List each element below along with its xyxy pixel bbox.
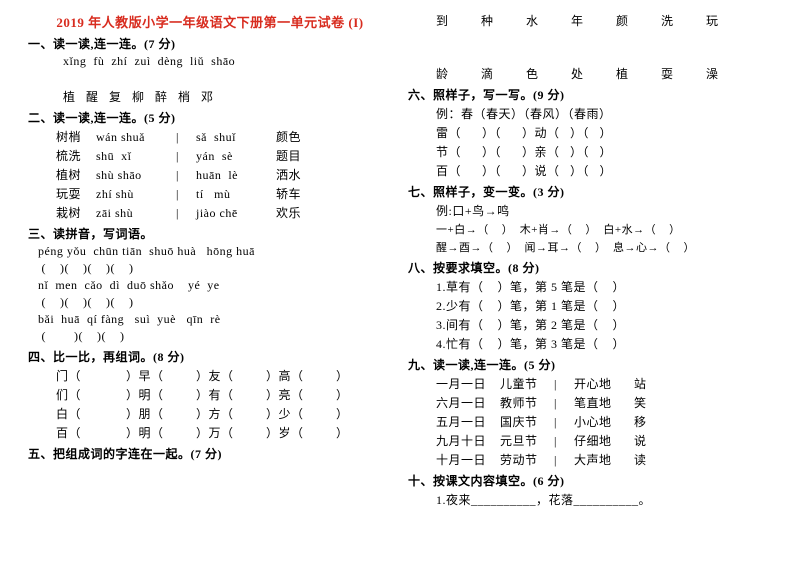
s7-row: 醒→酉→（ ） 闻→耳→（ ） 息→心→（ ） xyxy=(408,239,772,255)
s6-ex: 例：春（春天）（春风）（春雨） xyxy=(408,105,772,122)
s6-row: 百（ ）（ ）说（ ）（ ） xyxy=(408,162,772,179)
paper-title: 2019 年人教版小学一年级语文下册第一单元试卷 (I) xyxy=(28,12,392,31)
s3-head: 三、读拼音，写词语。 xyxy=(28,225,392,242)
s1-chars: 植 醒 复 柳 醉 梢 邓 xyxy=(28,88,392,105)
s6-row: 节（ ）（ ）亲（ ）（ ） xyxy=(408,143,772,160)
s1-blank xyxy=(28,71,392,86)
s8-row: 3.间有（ ）笔，第 2 笔是（ ） xyxy=(408,316,772,333)
s4-row: 门（）早（）友（）高（） xyxy=(28,367,392,384)
s2-row: 树梢wán shuǎ|sǎ shuǐ颜色 xyxy=(28,128,392,145)
s9-row: 一月一日儿童节|开心地站 xyxy=(408,375,772,392)
s7-head: 七、照样子，变一变。(3 分) xyxy=(408,183,772,200)
s2-row: 栽树zāi shù|jiào chē欢乐 xyxy=(28,204,392,221)
s7-row: 一+白→（ ） 木+肖→（ ） 白+水→（ ） xyxy=(408,221,772,237)
s4-row: 白（）朋（）方（）少（） xyxy=(28,405,392,422)
s9-row: 九月十日元旦节|仔细地说 xyxy=(408,432,772,449)
s6-row: 雷（ ）（ ）动（ ）（ ） xyxy=(408,124,772,141)
s2-row: 玩耍zhí shù|tí mù轿车 xyxy=(28,185,392,202)
s8-row: 1.草有（ ）笔，第 5 笔是（ ） xyxy=(408,278,772,295)
s9-row: 六月一日教师节|笔直地笑 xyxy=(408,394,772,411)
s3-row: péng yǒu chūn tiān shuō huà hōng huā xyxy=(28,244,392,259)
s3-row: nǐ men cǎo dì duō shǎo yé ye xyxy=(28,278,392,293)
s8-head: 八、按要求填空。(8 分) xyxy=(408,259,772,276)
s3-row: ( )( )( )( ) xyxy=(28,295,392,310)
s1-pinyin: xǐng fù zhí zuì dèng liǔ shāo xyxy=(28,54,392,69)
s8-row: 2.少有（ ）笔，第 1 笔是（ ） xyxy=(408,297,772,314)
s5-row1: 到 种 水 年 颜 洗 玩 xyxy=(408,12,772,29)
s7-ex: 例:口+鸟→鸣 xyxy=(408,202,772,219)
s6-head: 六、照样子，写一写。(9 分) xyxy=(408,86,772,103)
s9-row: 五月一日国庆节|小心地移 xyxy=(408,413,772,430)
s1-head: 一、读一读,连一连。(7 分) xyxy=(28,35,392,52)
s10-head: 十、按课文内容填空。(6 分) xyxy=(408,472,772,489)
s5-blank xyxy=(408,31,772,46)
s8-row: 4.忙有（ ）笔，第 3 笔是（ ） xyxy=(408,335,772,352)
s3-row: ( )( )( )( ) xyxy=(28,261,392,276)
right-column: 到 种 水 年 颜 洗 玩 龄 滴 色 处 植 耍 澡 六、照样子，写一写。(9… xyxy=(400,12,780,554)
s2-head: 二、读一读,连一连。(5 分) xyxy=(28,109,392,126)
s3-row: ( )( )( ) xyxy=(28,329,392,344)
s2-row: 植树shù shāo|huān lè洒水 xyxy=(28,166,392,183)
left-column: 2019 年人教版小学一年级语文下册第一单元试卷 (I) 一、读一读,连一连。(… xyxy=(20,12,400,554)
s5-head: 五、把组成词的字连在一起。(7 分) xyxy=(28,445,392,462)
s10-row: 1.夜来__________，花落__________。 xyxy=(408,491,772,508)
s4-head: 四、比一比，再组词。(8 分) xyxy=(28,348,392,365)
s4-row: 们（）明（）有（）亮（） xyxy=(28,386,392,403)
s2-row: 梳洗shū xǐ|yán sè题目 xyxy=(28,147,392,164)
s2-body: 树梢wán shuǎ|sǎ shuǐ颜色 梳洗shū xǐ|yán sè题目 植… xyxy=(28,128,392,221)
s3-row: bǎi huā qí fàng suì yuè qīn rè xyxy=(28,312,392,327)
s4-row: 百（）明（）万（）岁（） xyxy=(28,424,392,441)
s4-body: 门（）早（）友（）高（） 们（）明（）有（）亮（） 白（）朋（）方（）少（） 百… xyxy=(28,367,392,441)
s9-head: 九、读一读,连一连。(5 分) xyxy=(408,356,772,373)
s9-body: 一月一日儿童节|开心地站 六月一日教师节|笔直地笑 五月一日国庆节|小心地移 九… xyxy=(408,375,772,468)
s5-row2: 龄 滴 色 处 植 耍 澡 xyxy=(408,65,772,82)
s9-row: 十月一日劳动节|大声地读 xyxy=(408,451,772,468)
s5-blank xyxy=(408,48,772,63)
